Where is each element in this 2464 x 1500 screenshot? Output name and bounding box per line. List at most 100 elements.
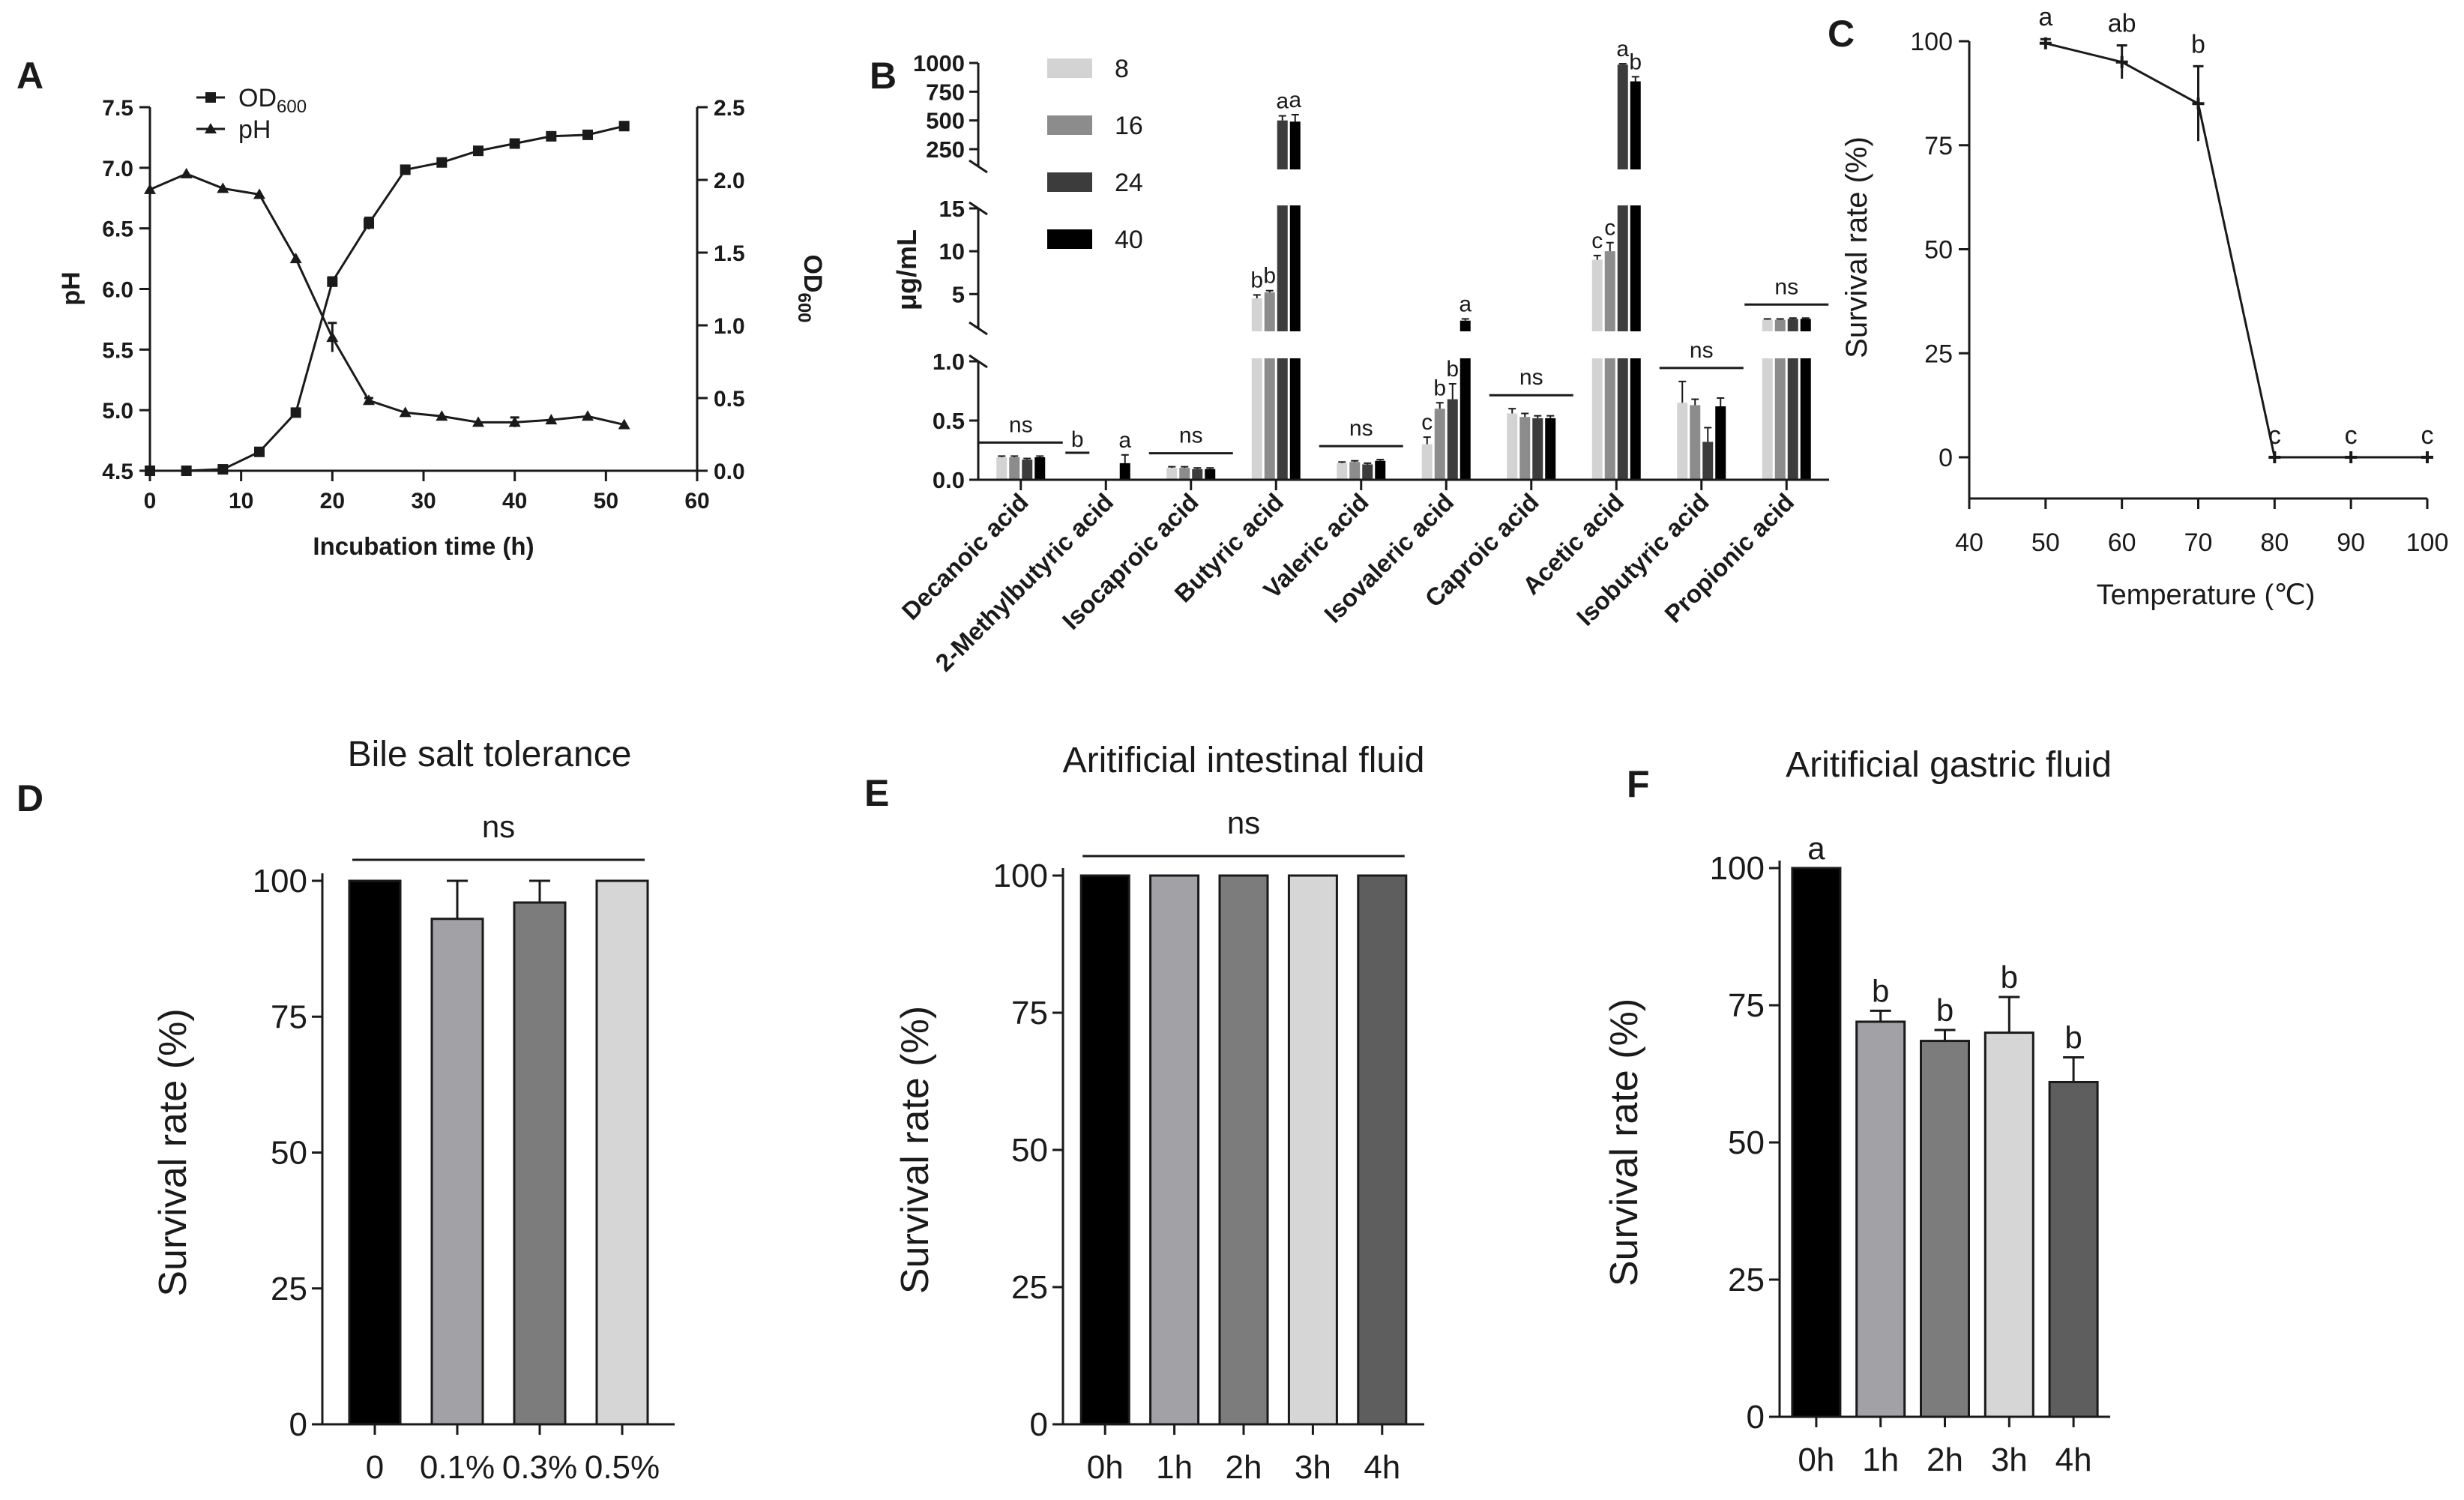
c-x-tick-label: 90 [2337,528,2365,557]
f-y-tick-label: 100 [1710,850,1765,887]
b-y-tick-label: 0.0 [933,467,965,493]
d-y-tick-label: 25 [271,1271,307,1307]
b-significance-letter: b [1250,268,1263,292]
a-point-pH [436,410,448,421]
b-y-tick-label: 0.5 [933,408,965,434]
b-significance-letter: c [1604,216,1615,241]
b-bar-40 [1715,406,1726,480]
c-series-line [2045,42,2427,459]
a-point-OD600 [618,121,630,132]
chart-d-bile-salt-tolerance: 0 25 50 75 100 Bile salt tolerance Survival ra… [151,735,675,1486]
c-significance-letter: b [2191,30,2205,58]
e-bar [1287,874,1338,1426]
panel-label-d: D [16,777,43,819]
b-axis-break-gap [965,331,1831,358]
b-bar-16 [1179,468,1190,480]
f-bar [1791,867,1842,1418]
a-point-OD600 [473,145,484,157]
b-ns-label: ns [1179,424,1203,448]
a-point-pH [545,414,558,425]
b-y-tick-label: 500 [926,108,965,134]
a-y-left-tick-label: 7.0 [102,157,133,181]
b-significance-letter: c [1421,410,1433,435]
a-point-pH [326,331,339,343]
e-y-tick-label: 50 [1011,1132,1048,1169]
b-legend-label: 8 [1115,55,1129,83]
a-point-OD600 [290,407,301,418]
a-x-tick-label: 60 [684,489,709,513]
f-category-label: 3h [1991,1442,2028,1478]
b-significance-letter: b [1446,357,1459,382]
a-y-right-tick-label: 0.5 [714,387,745,412]
a-point-OD600 [145,466,155,476]
f-y-tick-label: 75 [1728,987,1765,1024]
b-bar-8 [996,457,1007,480]
d-bar [348,879,402,1426]
a-x-tick-label: 50 [594,489,618,513]
a-y-right-axis-title: OD600 [794,254,827,322]
f-significance-letter: b [1936,993,1954,1028]
e-bar [1218,874,1269,1426]
a-point-OD600 [364,218,374,229]
d-y-tick-label: 0 [289,1406,307,1443]
a-y-right-tick-label: 2.0 [714,169,745,193]
a-y-right-tick-label: 1.0 [714,314,745,339]
d-ns-label: ns [482,809,515,844]
a-y-right-tick-label: 1.5 [714,241,745,266]
b-bar-8 [1507,413,1518,480]
b-bar-24 [1362,464,1373,480]
c-x-tick-label: 70 [2184,528,2213,557]
d-category-label: 0.5% [585,1449,660,1486]
b-significance-letter: a [1459,292,1472,316]
a-y-right-axis-title-main: OD [798,254,827,292]
a-point-pH [289,253,302,264]
b-bar-40 [1119,463,1130,480]
a-y-left-tick-label: 6.0 [102,278,133,303]
f-category-label: 4h [2055,1442,2092,1478]
a-point-OD600 [181,466,192,476]
a-legend-marker-triangle [205,123,217,133]
f-bar [1855,1020,1906,1418]
a-point-pH [253,188,265,199]
e-ns-label: ns [1227,805,1260,840]
a-y-left-axis-title: pH [57,271,85,305]
b-bar-40 [1375,460,1386,480]
b-bar-24 [1532,418,1543,480]
a-series-line-pH [149,172,625,427]
e-chart-title: Aritificial intestinal fluid [1063,741,1425,780]
b-bar-16 [1264,292,1275,480]
f-category-label: 2h [1927,1442,1963,1478]
b-bar-8 [1421,444,1433,480]
b-axis-break-gap [965,169,1831,205]
a-point-pH [144,183,156,194]
b-bar-16 [1690,405,1701,480]
panel-label-a: A [16,55,43,97]
b-y-tick-label: 1.0 [933,349,965,375]
b-significance-letter: b [1433,376,1446,400]
b-ns-label: ns [1519,365,1543,390]
a-legend-marker-square [205,92,216,103]
c-significance-letter: a [2038,3,2052,31]
e-bar [1357,874,1408,1426]
b-y-tick-label: 1000 [913,50,965,76]
panel-label-b: B [870,55,897,97]
b-axis-break-mark [969,321,988,336]
b-significance-letter: b [1071,427,1084,452]
b-bar-24 [1447,399,1458,480]
a-legend-label-main: OD [238,84,277,112]
a-point-OD600 [327,276,338,287]
e-category-label: 0h [1087,1449,1124,1486]
c-significance-letter: c [2345,421,2358,450]
b-legend-swatch [1047,115,1092,135]
f-chart-title: Aritificial gastric fluid [1786,745,2112,785]
f-bar [1920,1040,1970,1418]
a-point-pH [472,416,484,427]
e-category-label: 4h [1364,1449,1400,1486]
d-category-label: 0 [366,1449,384,1486]
f-y-tick-label: 50 [1728,1124,1765,1161]
c-x-tick-label: 60 [2108,528,2136,557]
c-x-tick-label: 50 [2031,528,2060,557]
a-point-OD600 [400,164,411,175]
b-bar-40 [1034,457,1046,480]
a-x-tick-label: 0 [144,489,157,513]
